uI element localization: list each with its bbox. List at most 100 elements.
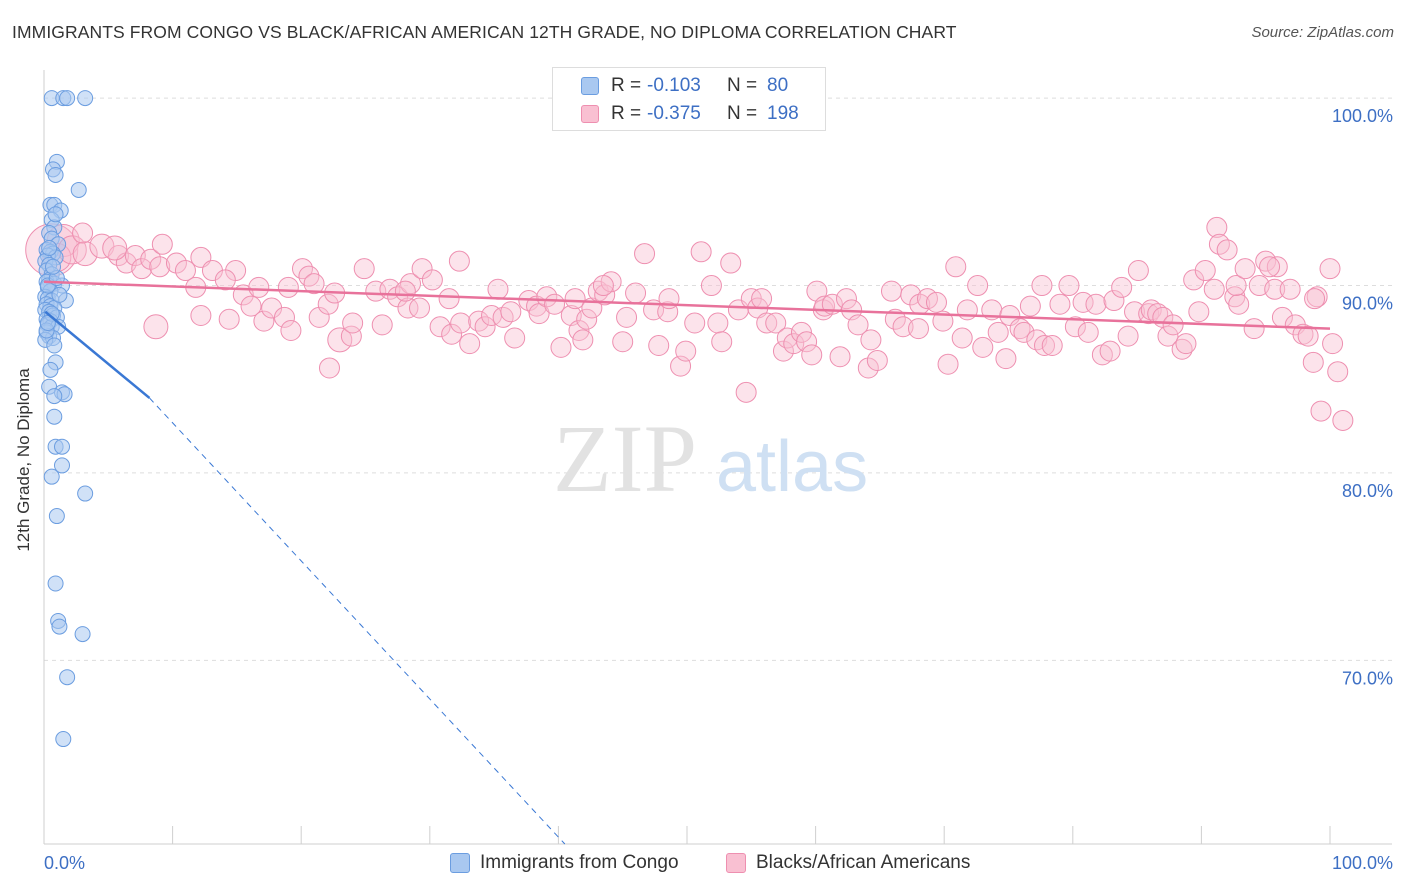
data-point-black-african-american [1162, 314, 1184, 336]
data-point-black-african-american [937, 353, 959, 375]
data-point-black-african-american [1049, 293, 1071, 315]
data-point-black-african-american [880, 280, 902, 302]
data-point-black-african-american [925, 291, 947, 313]
series-legend-swatch-blue [450, 853, 470, 873]
data-point-congo [77, 90, 94, 107]
data-point-black-african-american [1203, 278, 1225, 300]
data-point-black-african-american [756, 312, 778, 334]
x-tick-label: 100.0% [1332, 853, 1393, 873]
data-point-black-african-american [765, 312, 787, 334]
legend-row-black: R = -0.375 N = 198 [553, 101, 847, 127]
data-point-black-african-american [707, 312, 729, 334]
trend-lines [43, 280, 1331, 845]
series-blacks-african-americans-points [25, 216, 1354, 431]
data-point-black-african-american [1034, 334, 1056, 356]
data-point-black-african-american [1248, 275, 1270, 297]
x-axis-tick-labels: 0.0% 100.0% [44, 853, 1393, 873]
data-point-black-african-american [421, 269, 443, 291]
data-point-black-african-american [487, 278, 509, 300]
data-point-black-african-american [165, 252, 187, 274]
legend-swatch-blue [581, 77, 599, 95]
data-point-black-african-american [1319, 258, 1341, 280]
data-point-black-african-american [1103, 290, 1125, 312]
data-point-black-african-american [1304, 288, 1326, 310]
data-point-black-african-american [72, 222, 94, 244]
legend-n-label: N = [727, 103, 758, 124]
data-point-black-african-american [612, 331, 634, 353]
data-point-black-african-american [394, 280, 416, 302]
data-point-black-african-american [131, 258, 153, 280]
data-point-black-african-american [214, 269, 236, 291]
data-point-black-african-american [995, 348, 1017, 370]
data-point-black-african-american [616, 306, 638, 328]
data-point-black-african-american [441, 323, 463, 345]
data-point-black-african-american [572, 329, 594, 351]
data-point-black-african-american [308, 306, 330, 328]
data-point-black-african-american [1264, 278, 1286, 300]
data-point-black-african-american [468, 310, 490, 332]
data-point-congo [77, 485, 94, 502]
data-point-congo [59, 669, 76, 686]
data-point-black-african-american [860, 329, 882, 351]
data-point-black-african-american [1327, 361, 1349, 383]
data-point-black-african-american [576, 308, 598, 330]
data-point-black-african-american [1085, 293, 1107, 315]
data-point-black-african-american [1041, 334, 1063, 356]
data-point-black-african-american [1013, 321, 1035, 343]
series-legend-label: Blacks/African Americans [756, 852, 971, 873]
data-point-black-african-american [1297, 325, 1319, 347]
data-point-black-african-american [634, 243, 656, 265]
data-point-congo [46, 408, 63, 425]
data-point-black-african-american [690, 241, 712, 263]
data-point-black-african-american [1171, 338, 1193, 360]
data-point-black-african-american [829, 346, 851, 368]
data-point-black-african-american [972, 336, 994, 358]
data-point-black-african-american [1175, 333, 1197, 355]
series-immigrants-from-congo-points [37, 90, 94, 748]
y-tick-label: 70.0% [1342, 668, 1393, 688]
data-point-black-african-american [711, 331, 733, 353]
data-point-black-african-american [796, 331, 818, 353]
y-axis-tick-labels: 100.0% 90.0% 80.0% 70.0% [1332, 106, 1393, 688]
data-point-black-african-american [1255, 250, 1277, 272]
data-point-black-african-american [448, 250, 470, 272]
data-point-black-african-american [102, 235, 128, 261]
legend-row-congo: R = -0.103 N = 80 [553, 73, 847, 99]
data-point-black-african-american [625, 282, 647, 304]
data-point-black-african-american [280, 319, 302, 341]
data-point-black-african-american [684, 312, 706, 334]
data-point-black-african-american [500, 301, 522, 323]
data-point-black-african-american [1127, 260, 1149, 282]
data-point-black-african-american [1322, 333, 1344, 355]
data-point-congo [47, 206, 64, 223]
data-point-black-african-american [1077, 321, 1099, 343]
data-point-black-african-american [967, 275, 989, 297]
series-legend-congo: Immigrants from Congo [450, 852, 679, 874]
data-point-black-african-american [371, 314, 393, 336]
legend-r-value: -0.103 [647, 75, 701, 96]
legend-r-value: -0.375 [647, 103, 701, 124]
data-point-congo [43, 468, 60, 485]
data-point-black-african-american [1140, 299, 1162, 321]
data-point-congo [51, 286, 68, 303]
y-tick-label: 90.0% [1342, 294, 1393, 314]
data-point-black-african-american [720, 252, 742, 274]
data-point-black-african-american [675, 340, 697, 362]
data-point-black-african-american [866, 349, 888, 371]
data-point-black-african-american [772, 340, 794, 362]
data-point-congo [74, 626, 91, 643]
data-point-black-african-american [303, 273, 325, 295]
watermark-zip: ZIP [553, 405, 697, 512]
data-point-black-african-american [318, 357, 340, 379]
y-tick-label: 100.0% [1332, 106, 1393, 126]
data-point-congo [48, 508, 65, 525]
data-point-black-african-american [1009, 318, 1031, 340]
data-point-black-african-american [1111, 276, 1133, 298]
data-point-black-african-american [1138, 303, 1160, 325]
legend-swatch-pink [581, 105, 599, 123]
data-point-congo [59, 90, 76, 107]
data-point-congo [46, 337, 63, 354]
data-point-black-african-american [648, 334, 670, 356]
data-point-black-african-american [1216, 239, 1238, 261]
